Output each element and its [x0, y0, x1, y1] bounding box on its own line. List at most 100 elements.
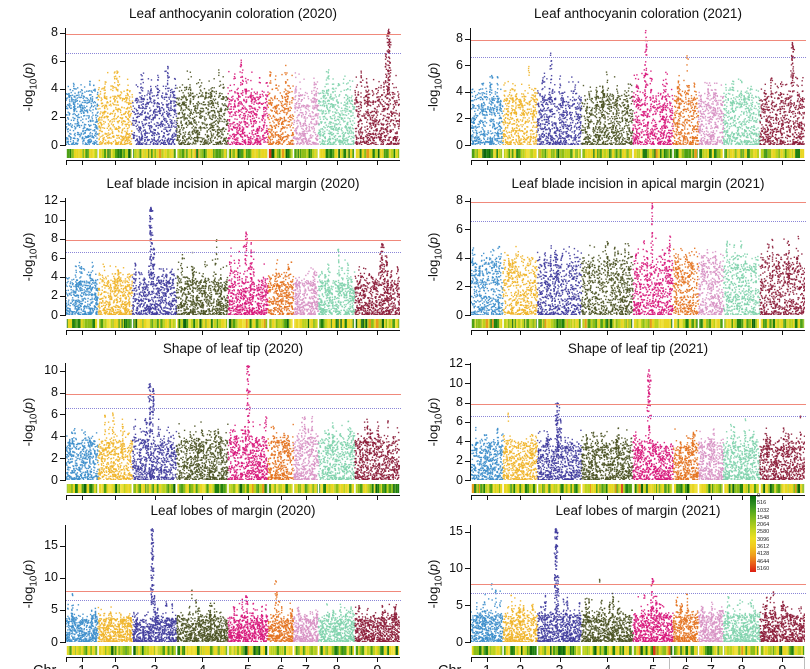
y-tick-mark: [60, 577, 65, 579]
x-tick-mark: [115, 496, 117, 500]
y-tick-mark: [60, 257, 65, 259]
y-tick-label: 4: [456, 250, 463, 265]
chr-axis-title: Chr: [438, 663, 461, 669]
density-legend-label: 1548: [757, 514, 770, 521]
y-tick-label: 0: [51, 307, 58, 322]
chr-label: 8: [738, 663, 746, 669]
y-tick-label: 0: [456, 137, 463, 152]
chr-label: 5: [649, 663, 657, 669]
y-tick-mark: [465, 257, 470, 259]
y-tick-label: 15: [449, 524, 463, 539]
y-tick-label: 8: [456, 395, 463, 410]
snp-density-strip: [471, 484, 805, 493]
y-tick-mark: [60, 200, 65, 202]
x-tick-mark: [520, 161, 522, 165]
snp-density-strip: [66, 319, 400, 328]
x-axis-line: [471, 495, 805, 500]
x-tick-mark: [520, 331, 522, 335]
plot-title: Shape of leaf tip (2021): [567, 341, 709, 356]
x-tick-mark: [471, 658, 472, 662]
snp-density-strip: [471, 646, 805, 655]
y-tick-mark: [465, 642, 470, 643]
suggestive-threshold-line: [471, 57, 806, 59]
x-tick-mark: [202, 161, 204, 165]
y-tick-mark: [465, 568, 470, 570]
x-tick-mark: [710, 331, 712, 335]
y-tick-label: 0: [51, 472, 58, 487]
y-tick-label: 4: [51, 269, 58, 284]
scatter-canvas: [66, 28, 400, 145]
manhattan-plot-blade-incision-2020: Leaf blade incision in apical margin (20…: [0, 170, 405, 335]
x-tick-mark: [154, 658, 156, 662]
y-tick-label: 8: [456, 193, 463, 208]
suggestive-threshold-line: [66, 52, 401, 54]
plot-area: [66, 198, 401, 315]
y-tick-label: 0: [456, 307, 463, 322]
plot-area: [66, 525, 401, 642]
y-axis-line: [64, 525, 66, 643]
scatter-canvas: [471, 198, 805, 315]
chr-label: 4: [198, 663, 206, 669]
plot-area: [471, 363, 806, 480]
y-axis-line: [64, 198, 66, 316]
y-tick-label: 4: [51, 428, 58, 443]
suggestive-threshold-line: [471, 593, 806, 595]
x-tick-mark: [685, 331, 687, 335]
x-tick-mark: [377, 658, 379, 662]
x-axis-line: [66, 330, 400, 335]
suggestive-threshold-line: [471, 416, 806, 418]
plot-title: Leaf blade incision in apical margin (20…: [106, 176, 360, 191]
x-tick-mark: [559, 161, 561, 165]
x-tick-mark: [487, 658, 489, 662]
y-tick-mark: [60, 238, 65, 240]
plot-title: Shape of leaf tip (2020): [162, 341, 304, 356]
x-tick-mark: [782, 658, 784, 662]
y-tick-label: 6: [456, 57, 463, 72]
significance-threshold-line: [471, 403, 806, 405]
manhattan-plot-anthocyanin-2021: Leaf anthocyanin coloration (2021) -log1…: [405, 0, 810, 170]
x-tick-mark: [607, 331, 609, 335]
x-tick-mark: [607, 161, 609, 165]
y-axis-line: [469, 525, 471, 643]
y-tick-label: 6: [51, 53, 58, 68]
x-tick-mark: [520, 496, 522, 500]
x-tick-mark: [305, 496, 307, 500]
y-tick-label: 10: [449, 375, 463, 390]
y-tick-mark: [465, 91, 470, 93]
y-tick-label: 15: [44, 538, 58, 553]
x-tick-mark: [305, 658, 307, 662]
y-tick-label: 8: [51, 231, 58, 246]
x-tick-mark: [685, 496, 687, 500]
x-tick-mark: [377, 161, 379, 165]
x-tick-mark: [741, 331, 743, 335]
suggestive-threshold-line: [471, 220, 806, 222]
y-tick-mark: [465, 441, 470, 443]
y-tick-mark: [60, 480, 65, 481]
y-tick-mark: [60, 609, 65, 611]
x-tick-mark: [336, 161, 338, 165]
y-axis-line: [469, 28, 471, 146]
y-tick-label: 8: [51, 25, 58, 40]
y-tick-label: 2: [51, 109, 58, 124]
x-tick-mark: [66, 658, 67, 662]
snp-density-strip: [66, 484, 400, 493]
x-tick-mark: [280, 331, 282, 335]
scatter-canvas: [66, 525, 400, 642]
y-tick-label: 2: [456, 453, 463, 468]
y-tick-mark: [60, 458, 65, 460]
y-tick-mark: [60, 145, 65, 146]
x-tick-mark: [710, 496, 712, 500]
scatter-canvas: [66, 198, 400, 315]
x-tick-mark: [377, 496, 379, 500]
y-tick-label: 6: [51, 250, 58, 265]
snp-density-strip: [66, 646, 400, 655]
y-tick-mark: [60, 88, 65, 90]
x-tick-mark: [336, 496, 338, 500]
plot-area: [471, 28, 806, 145]
y-tick-mark: [60, 276, 65, 278]
significance-threshold-line: [66, 393, 401, 395]
x-tick-mark: [487, 496, 489, 500]
